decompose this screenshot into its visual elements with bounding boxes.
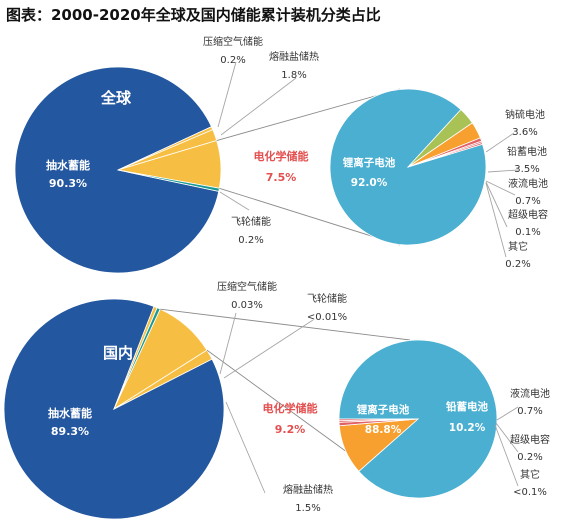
leader-line — [496, 406, 519, 421]
sub-callout-value: 3.6% — [512, 127, 537, 138]
leader-line — [485, 181, 508, 228]
main-slice-label: 抽水蓄能 — [48, 406, 92, 420]
sub-slice — [338, 418, 419, 422]
leader-line — [485, 180, 516, 196]
sub-slice — [329, 88, 487, 246]
sub-callout-name: 其它 — [508, 240, 528, 253]
chart-title: 图表：2000-2020年全球及国内储能累计装机分类占比 — [6, 6, 381, 24]
sub-callout-name: 液流电池 — [510, 387, 550, 400]
main-callout-value: 0.2% — [220, 55, 245, 66]
connector-line-top — [216, 88, 401, 141]
leader-line — [494, 424, 519, 487]
leader-line — [219, 191, 250, 211]
sub-slice-label: 锂离子电池 — [343, 156, 396, 169]
sub-callout-value: 0.2% — [505, 259, 530, 270]
sub-callout-name: 铅蓄电池 — [507, 145, 547, 158]
connector-line-bottom — [219, 187, 401, 246]
electro-label: 电化学储能 — [263, 401, 318, 415]
leader-line — [485, 182, 507, 258]
leader-line — [485, 132, 515, 153]
leader-line — [219, 312, 237, 375]
sub-callout-value: 0.7% — [515, 196, 540, 207]
main-callout-value: <0.01% — [307, 312, 347, 323]
sub-callout-value: 3.5% — [514, 164, 539, 175]
leader-line — [225, 401, 266, 494]
main-slice-value: 90.3% — [49, 177, 87, 190]
sub-slice-value: 88.8% — [365, 424, 402, 436]
electro-value: 9.2% — [275, 423, 306, 436]
sub-slice-label: 锂离子电池 — [357, 403, 410, 416]
region-label: 国内 — [103, 344, 133, 362]
sub-callout-name: 液流电池 — [508, 177, 548, 190]
main-callout-name: 熔融盐储热 — [269, 50, 319, 63]
electro-value: 7.5% — [266, 171, 297, 184]
main-callout-name: 熔融盐储热 — [283, 483, 333, 496]
main-callout-value: 1.8% — [281, 70, 306, 81]
leader-line — [487, 169, 519, 173]
main-slice-value: 89.3% — [51, 425, 89, 438]
electro-label: 电化学储能 — [254, 149, 309, 163]
sub-inner-value: 10.2% — [449, 422, 486, 434]
sub-callout-value: 0.1% — [515, 227, 540, 238]
leader-line — [220, 77, 297, 136]
main-slice-label: 抽水蓄能 — [46, 158, 90, 172]
sub-callout-name: 超级电容 — [508, 208, 548, 221]
sub-callout-name: 其它 — [520, 468, 540, 481]
main-callout-name: 飞轮储能 — [231, 215, 271, 228]
leader-line — [223, 319, 314, 379]
sub-callout-name: 钠硫电池 — [505, 108, 545, 121]
connector-line-top — [160, 308, 411, 341]
main-callout-name: 压缩空气储能 — [217, 280, 277, 293]
main-slice — [14, 66, 220, 274]
main-callout-name: 飞轮储能 — [307, 292, 347, 305]
sub-callout-name: 超级电容 — [510, 433, 550, 446]
leader-line — [217, 61, 237, 128]
sub-slice — [407, 142, 484, 168]
sub-slice-value: 92.0% — [351, 177, 388, 189]
main-callout-name: 压缩空气储能 — [203, 35, 263, 48]
sub-callout-value: 0.7% — [517, 406, 542, 417]
sub-inner-label: 铅蓄电池 — [446, 400, 488, 413]
sub-callout-value: <0.1% — [513, 487, 547, 498]
leader-line — [495, 422, 519, 453]
main-callout-value: 0.03% — [231, 300, 263, 311]
main-callout-value: 0.2% — [238, 235, 263, 246]
main-callout-value: 1.5% — [295, 503, 320, 514]
sub-callout-value: 0.2% — [517, 452, 542, 463]
region-label: 全球 — [100, 89, 132, 107]
